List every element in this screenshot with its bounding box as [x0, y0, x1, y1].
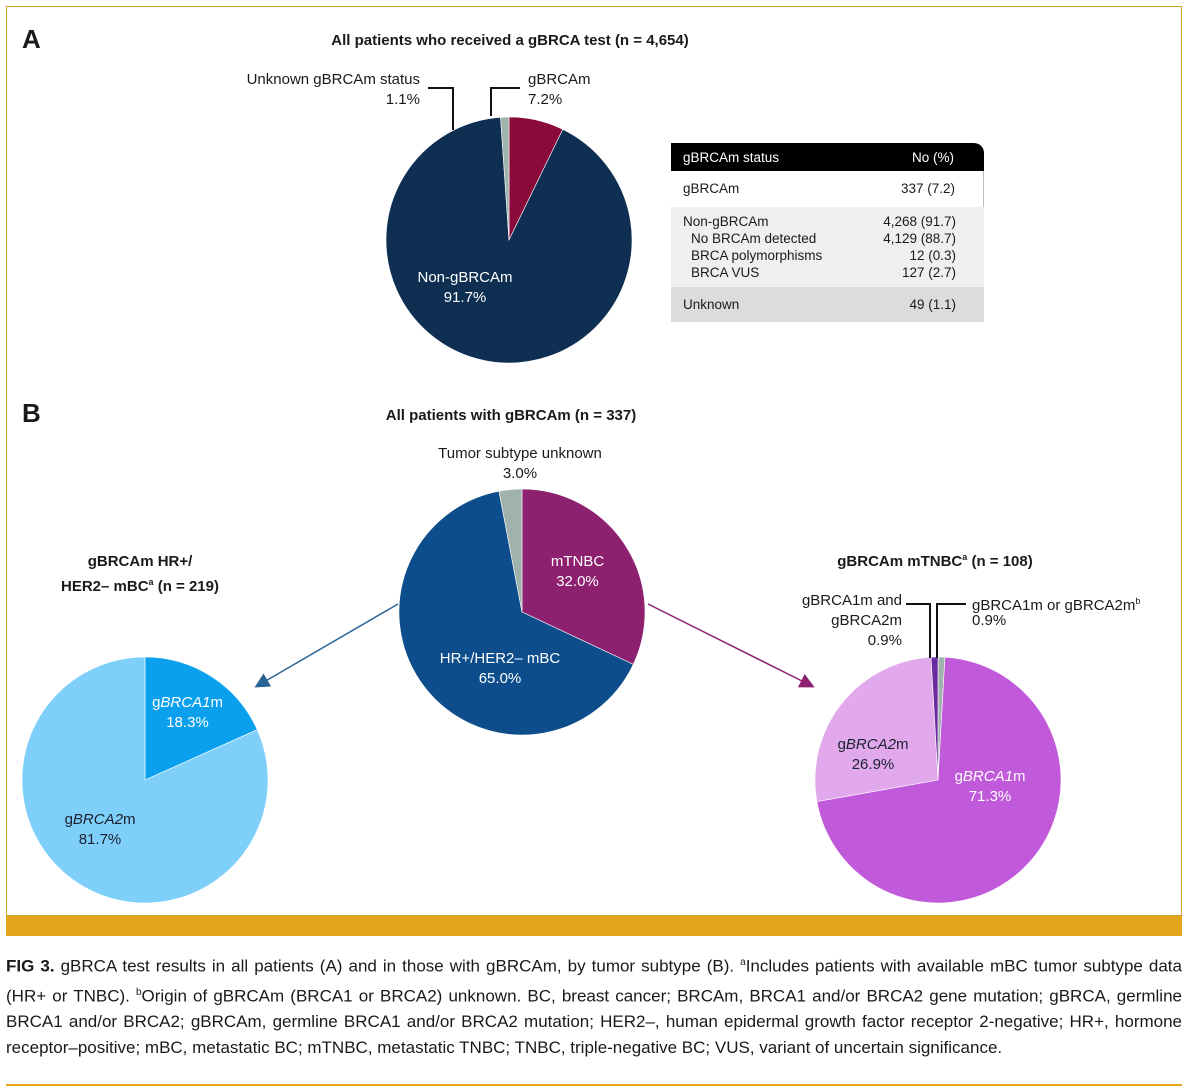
label-subtype-unknown-name: Tumor subtype unknown — [438, 445, 602, 462]
table-cell-label: Unknown — [683, 297, 740, 312]
pie-a-slice-non-gbrcam — [385, 116, 633, 364]
caption-text-1: gBRCA test results in all patients (A) a… — [54, 956, 741, 976]
caption-sup-b: b — [135, 986, 142, 998]
right-pie-title-n: (n = 108) — [967, 553, 1033, 570]
table-row: Non-gBRCAm 4,268 (91.7) — [671, 213, 984, 230]
panel-a-title: All patients who received a gBRCA test (… — [331, 32, 689, 49]
gold-divider — [6, 916, 1182, 936]
label-either-value: 0.9% — [972, 612, 1007, 629]
panel-a-letter: A — [22, 24, 41, 54]
panel-b-letter: B — [22, 398, 41, 428]
table-row: No BRCAm detected 4,129 (88.7) — [671, 230, 984, 247]
table-cell-label: gBRCAm — [683, 181, 740, 196]
table-header-status: gBRCAm status — [683, 149, 780, 165]
left-pie-title-line1: gBRCAm HR+/ — [87, 553, 193, 570]
label-gbrcam-value: 7.2% — [528, 91, 563, 108]
pie-b-main-slice-mtnbc — [521, 488, 646, 665]
figure-frame — [6, 6, 1182, 916]
table-cell-label: Non-gBRCAm — [683, 214, 769, 229]
label-both-line1: gBRCA1m and — [801, 592, 902, 609]
pie-b-left-slice-gbrca1m — [144, 656, 258, 781]
panel-b-title: All patients with gBRCAm (n = 337) — [385, 407, 637, 424]
label-right-brca1-name: gBRCA1m — [954, 768, 1026, 785]
label-non-gbrcam-value: 91.7% — [443, 289, 487, 306]
table-header: gBRCAm status No (%) — [671, 143, 984, 171]
label-hr-her2-name: HR+/HER2– mBC — [439, 650, 561, 667]
gbrcam-status-table: gBRCAm status No (%) gBRCAm 337 (7.2) No… — [671, 143, 984, 322]
label-left-brca2-value: 81.7% — [78, 831, 122, 848]
label-non-gbrcam-name: Non-gBRCAm — [417, 269, 513, 286]
arrow-to-mtnbc-pie — [647, 603, 815, 688]
leader-either — [936, 603, 966, 658]
table-row: BRCA VUS 127 (2.7) — [671, 264, 984, 281]
right-pie-title-main: gBRCAm mTNBC — [837, 553, 963, 570]
pie-a-slice-unknown-gbrcam-status — [500, 116, 510, 241]
pie-b-left-slice-gbrca2m — [21, 656, 269, 904]
bottom-rule — [6, 1084, 1182, 1086]
pie-b-main-slice-hr-her2-mbc — [398, 490, 634, 736]
caption-text-3: Origin of gBRCAm (BRCA1 or BRCA2) unknow… — [6, 986, 1182, 1058]
table-row: gBRCAm 337 (7.2) — [671, 180, 983, 197]
label-right-brca2-value: 26.9% — [851, 756, 895, 773]
table-row: Unknown 49 (1.1) — [671, 296, 984, 313]
figure-caption: FIG 3. gBRCA test results in all patient… — [6, 950, 1182, 1061]
left-pie-title-n: (n = 219) — [153, 578, 219, 595]
right-pie-title: gBRCAm mTNBCa (n = 108) — [790, 552, 1080, 570]
table-cell-value: 4,129 (88.7) — [883, 231, 956, 246]
label-right-brca2-name: gBRCA2m — [837, 736, 909, 753]
table-row: BRCA polymorphisms 12 (0.3) — [671, 247, 984, 264]
table-cell-label: BRCA VUS — [691, 265, 760, 280]
arrow-to-hr-pie — [254, 603, 399, 688]
leader-both — [906, 603, 931, 658]
label-left-brca1-name: gBRCA1m — [152, 694, 223, 711]
pie-b-right-slice-gbrca1m — [816, 656, 1062, 904]
left-pie-title: gBRCAm HR+/ HER2– mBCa (n = 219) — [40, 551, 240, 597]
caption-sup-a: a — [740, 957, 746, 968]
label-unknown-status-name: Unknown gBRCAm status — [246, 71, 420, 88]
label-left-brca1-value: 18.3% — [166, 714, 209, 731]
caption-text-2: Includes patients with available mBC tum… — [6, 956, 1182, 1006]
label-mtnbc-name: mTNBC — [550, 553, 605, 570]
left-pie-title-sup: a — [148, 577, 154, 587]
table-cell-value: 49 (1.1) — [909, 297, 956, 312]
table-header-count: No (%) — [911, 149, 954, 165]
table-cell-value: 4,268 (91.7) — [883, 214, 956, 229]
pie-b-right-slice-gbrca2m — [814, 656, 939, 802]
leader-unknown-status — [428, 87, 454, 130]
table-cell-value: 12 (0.3) — [909, 248, 956, 263]
label-hr-her2-value: 65.0% — [478, 670, 522, 687]
pie-b-main-slice-tumor-subtype-unknown — [498, 488, 523, 613]
label-both-line2: gBRCA2m — [831, 612, 902, 629]
table-cell-label: BRCA polymorphisms — [691, 248, 823, 263]
label-unknown-status-value: 1.1% — [385, 91, 420, 108]
table-cell-value: 337 (7.2) — [900, 181, 955, 196]
caption-fig-label: FIG 3. — [6, 956, 55, 976]
label-subtype-unknown-value: 3.0% — [502, 465, 538, 482]
right-pie-title-sup: a — [962, 552, 968, 562]
label-mtnbc-value: 32.0% — [556, 573, 599, 590]
leader-gbrcam — [490, 87, 520, 116]
label-right-brca1-value: 71.3% — [968, 788, 1012, 805]
label-gbrcam-name: gBRCAm — [528, 71, 591, 88]
left-pie-title-line2: HER2– mBC — [61, 578, 149, 595]
label-both-value: 0.9% — [867, 632, 902, 649]
label-left-brca2-name: gBRCA2m — [64, 811, 136, 828]
table-cell-value: 127 (2.7) — [901, 265, 956, 280]
table-cell-label: No BRCAm detected — [691, 231, 817, 246]
label-either-name: gBRCA1m or gBRCA2mb — [972, 596, 1141, 614]
panel-a-pie-chart — [21, 87, 1062, 904]
